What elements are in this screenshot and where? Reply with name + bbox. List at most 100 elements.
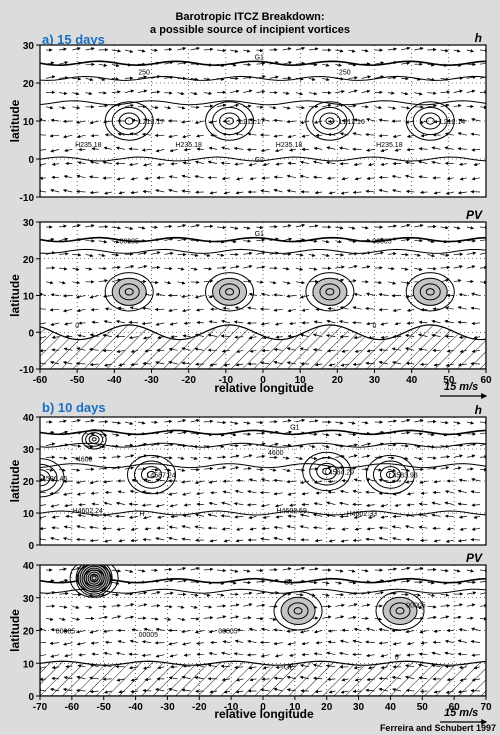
wind-arrow xyxy=(453,89,463,93)
wind-arrow xyxy=(236,118,244,123)
wind-arrow xyxy=(366,176,375,181)
wind-arrow xyxy=(282,106,291,110)
wind-arrow xyxy=(85,77,94,82)
wind-arrow xyxy=(427,456,437,460)
wind-arrow xyxy=(418,320,428,325)
wind-arrow xyxy=(418,333,428,337)
wind-arrow xyxy=(273,175,283,179)
wind-arrow xyxy=(444,319,454,324)
wind-arrow xyxy=(111,63,120,68)
wind-arrow xyxy=(374,237,385,242)
x-tick-label: -50 xyxy=(96,702,111,713)
wind-arrow xyxy=(427,47,437,52)
wind-arrow xyxy=(295,253,304,257)
wind-arrow xyxy=(365,306,375,311)
wind-arrow xyxy=(118,363,125,367)
x-tick-label: -60 xyxy=(65,702,80,713)
wind-arrow xyxy=(338,319,349,324)
wind-arrow xyxy=(59,61,69,65)
wind-arrow xyxy=(220,514,231,518)
wind-arrow xyxy=(234,306,244,310)
wind-arrow xyxy=(479,420,486,425)
wind-arrow xyxy=(348,89,358,93)
vortex-ring xyxy=(205,272,255,312)
panel-b-h: L4586.45 L4587.24 L4584.29 L4583.93 H4602.24… xyxy=(8,403,487,552)
wind-arrow xyxy=(247,306,257,310)
wind-arrow xyxy=(49,308,60,312)
wind-arrow xyxy=(207,513,218,517)
wind-arrow xyxy=(98,91,107,95)
x-tick-label: -50 xyxy=(70,375,85,386)
wind-arrow xyxy=(91,502,99,506)
y-axis-label: latitude xyxy=(8,459,22,502)
vortex-ring xyxy=(111,106,147,136)
wind-arrow xyxy=(151,251,161,255)
hatched-region xyxy=(40,660,486,696)
wind-arrow xyxy=(103,320,112,324)
wind-arrow xyxy=(269,468,277,472)
wind-arrow xyxy=(128,335,139,340)
wind-arrow xyxy=(182,492,191,496)
wind-arrow xyxy=(374,280,383,285)
wind-arrow xyxy=(243,89,253,93)
wind-arrow xyxy=(77,161,86,165)
wind-arrow xyxy=(406,134,415,138)
wind-arrow xyxy=(177,224,187,228)
wind-arrow xyxy=(378,292,388,297)
wind-arrow xyxy=(328,363,336,367)
center-label: L212.17 xyxy=(239,119,264,126)
wind-arrow xyxy=(75,295,86,299)
wind-arrow xyxy=(59,47,67,51)
wind-arrow xyxy=(63,174,73,179)
wind-arrow xyxy=(169,148,178,153)
wind-arrow xyxy=(103,294,112,299)
wind-arrow xyxy=(404,347,415,351)
wind-arrow xyxy=(223,363,231,367)
wind-arrow xyxy=(414,267,423,271)
wind-arrow xyxy=(177,106,186,110)
wind-arrow xyxy=(367,335,375,340)
section-b-arrow-label: 15 m/s xyxy=(444,707,478,719)
wind-arrow xyxy=(282,61,293,65)
y-tick-label: 20 xyxy=(23,627,35,638)
x-tick-label: -10 xyxy=(224,702,239,713)
wind-arrow xyxy=(401,468,411,473)
wind-arrow xyxy=(273,293,283,297)
wind-arrow xyxy=(111,226,122,230)
wind-arrow xyxy=(273,347,283,352)
wind-arrow xyxy=(91,320,99,325)
x-tick-label: 10 xyxy=(289,702,301,713)
wind-arrow xyxy=(378,133,388,138)
wind-arrow xyxy=(479,251,486,255)
wind-arrow xyxy=(111,49,122,53)
contour-label: 0 xyxy=(75,323,79,330)
wind-arrow xyxy=(405,333,415,338)
wind-arrow xyxy=(195,134,204,138)
wind-arrow xyxy=(256,251,266,255)
wind-arrow xyxy=(77,513,86,518)
wind-arrow xyxy=(335,265,345,269)
vortex-ring xyxy=(219,112,241,130)
y-tick-label: 20 xyxy=(23,79,35,90)
wind-arrow xyxy=(440,466,450,470)
wind-arrow xyxy=(50,322,60,326)
contour-label: G1 xyxy=(290,425,299,432)
wind-arrow xyxy=(234,489,244,494)
y-tick-label: 0 xyxy=(28,541,34,552)
wind-arrow xyxy=(190,46,200,51)
wind-arrow xyxy=(401,223,411,228)
wind-arrow xyxy=(216,103,227,108)
wind-arrow xyxy=(401,237,411,242)
wind-arrow xyxy=(177,267,185,271)
wind-arrow xyxy=(190,253,199,257)
wind-arrow xyxy=(155,189,165,193)
wind-arrow xyxy=(365,477,375,482)
wind-arrow xyxy=(414,253,421,257)
y-tick-label: 0 xyxy=(28,155,34,166)
wind-arrow xyxy=(195,491,204,496)
wind-arrow xyxy=(427,224,437,229)
wind-arrow xyxy=(458,162,467,166)
wind-arrow xyxy=(366,321,375,326)
wind-arrow xyxy=(203,419,214,424)
contour-label: G1 xyxy=(284,579,293,586)
